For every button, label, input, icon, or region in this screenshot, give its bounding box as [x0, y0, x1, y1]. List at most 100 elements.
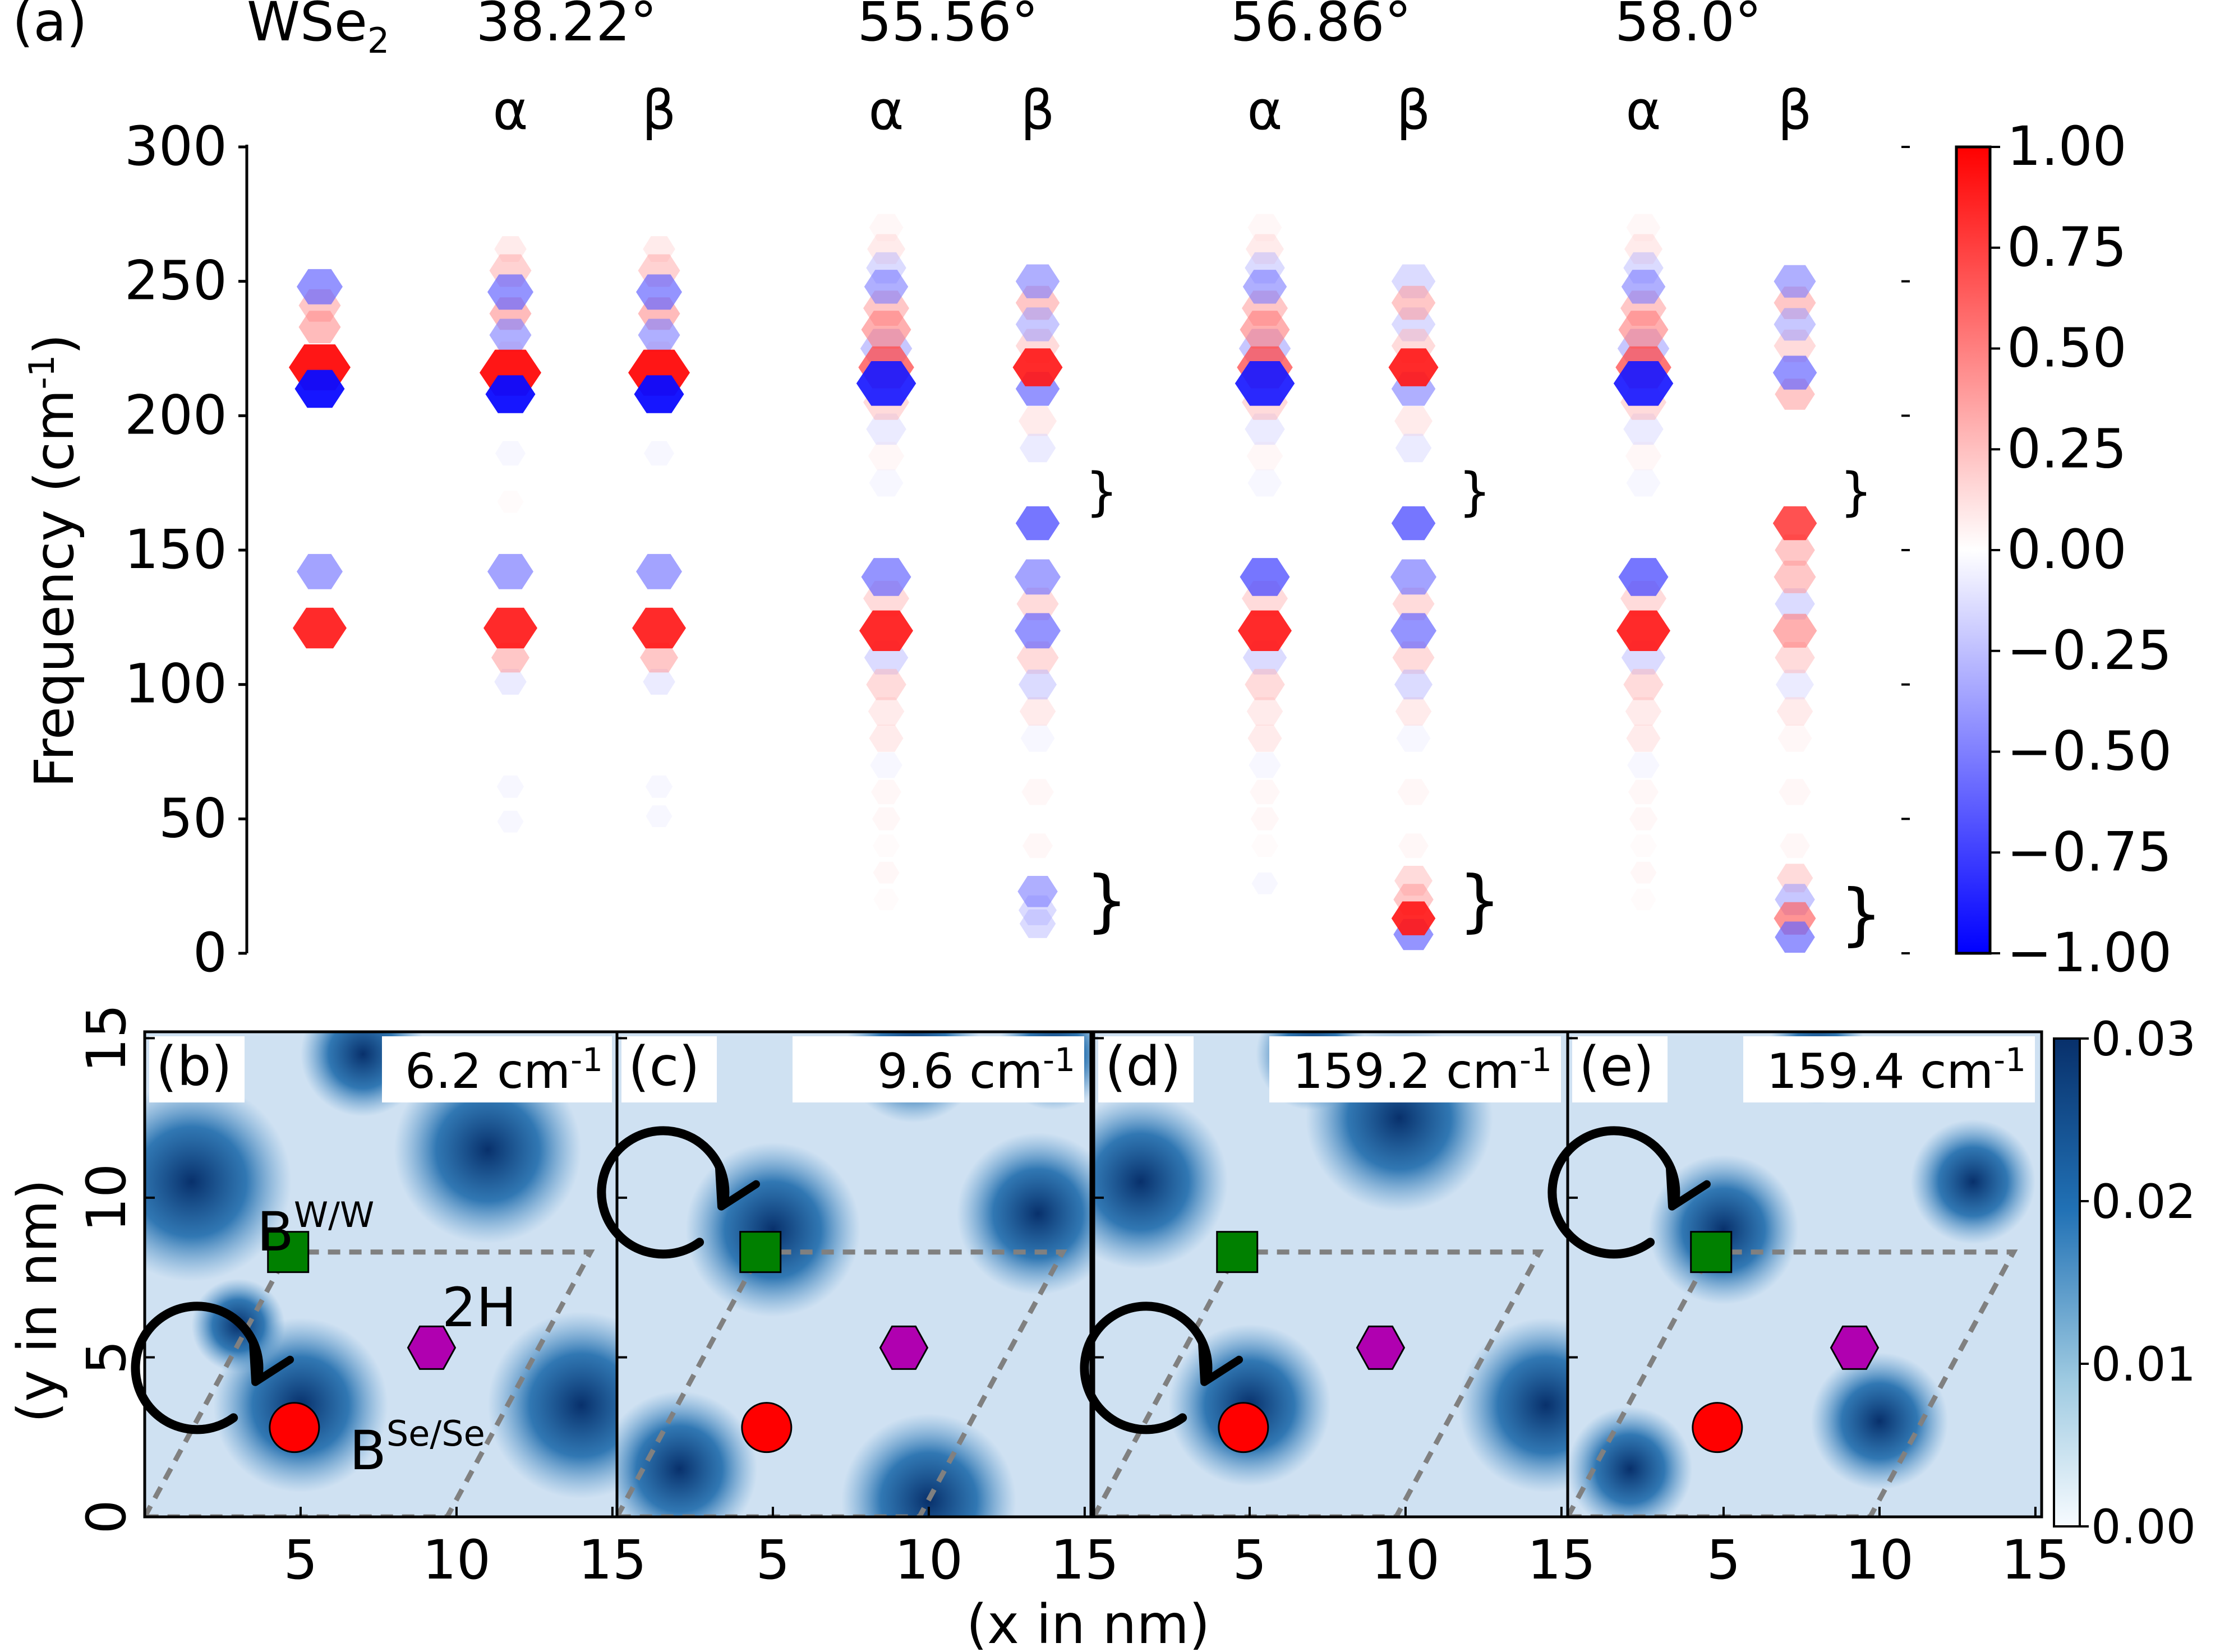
- scatter-marker: [1016, 587, 1059, 620]
- column-subheader-4: β: [1020, 79, 1054, 142]
- brace-mark: }: [1840, 875, 1882, 953]
- scatter-marker: [640, 643, 678, 673]
- scatter-marker: [873, 861, 900, 884]
- scatter-marker: [1776, 697, 1813, 726]
- scatter-marker: [861, 311, 911, 349]
- y-tick-label: 0: [75, 1499, 138, 1534]
- rotation-arrow: [131, 1302, 264, 1434]
- brace-mark: }: [1458, 862, 1501, 940]
- scatter-marker: [1774, 265, 1816, 298]
- density-blob: [394, 1056, 582, 1244]
- scatter-marker: [297, 269, 343, 304]
- x-tick-label: 15: [1051, 1529, 1119, 1591]
- colorbar-heatmap: [2053, 1037, 2081, 1528]
- bww-square-marker: [1216, 1231, 1259, 1273]
- density-blob: [1811, 1352, 1949, 1490]
- colorbar-a-tick-label: 0.00: [2007, 518, 2127, 581]
- colorbar-a-tick-label: 1.00: [2007, 115, 2127, 178]
- colorbar-a-tick-label: −1.00: [2007, 921, 2172, 984]
- x-tick-label: 15: [1527, 1529, 1596, 1591]
- panel-a: (a) WSe2 38.22° 55.56° 56.86° 58.0° α β α β…: [12, 0, 2172, 984]
- frequency-box: [1743, 1036, 2035, 1102]
- brace-mark: }: [1085, 462, 1118, 522]
- scatter-marker: [1618, 311, 1669, 349]
- x-tick-label: 10: [895, 1529, 963, 1591]
- scatter-marker: [1021, 779, 1054, 805]
- scatter-marker: [1251, 834, 1279, 857]
- scatter-marker: [643, 668, 675, 695]
- scatter-marker: [294, 370, 345, 408]
- scatter-marker: [1775, 921, 1815, 953]
- header-angle-3: 56.86°: [1231, 0, 1412, 53]
- scatter-marker: [1247, 214, 1282, 241]
- scatter-marker: [1019, 433, 1056, 463]
- scatter-marker: [1015, 264, 1060, 298]
- y-tick-label: 5: [75, 1340, 138, 1374]
- scatter-marker: [1016, 641, 1059, 674]
- y-axis-label: Frequency (cm-1): [21, 334, 86, 787]
- heatmap-panel-2: (d) 159.2 cm-1 5 10 15: [1080, 1030, 1596, 1591]
- y-tick-label: 0: [193, 921, 227, 984]
- frequency-box: [382, 1036, 612, 1102]
- scatter-marker: [866, 668, 906, 700]
- scatter-marker: [1392, 587, 1435, 620]
- scatter-marker: [1779, 779, 1811, 805]
- scatter-marker: [495, 441, 526, 466]
- x-tick-label: 10: [1845, 1529, 1914, 1591]
- scatter-marker: [867, 234, 905, 264]
- 2h-hexagon-marker: [1830, 1325, 1880, 1370]
- rotation-arrowhead: [1666, 1164, 1711, 1211]
- scatter-marker: [1625, 697, 1662, 726]
- panel-tag-box: [1098, 1036, 1194, 1102]
- bww-label: BW/W: [257, 1194, 374, 1263]
- scatter-marker: [1621, 270, 1666, 304]
- scatter-marker: [856, 361, 916, 406]
- panel-tag-box: [1572, 1036, 1668, 1102]
- colorbar-a-tick-label: −0.50: [2007, 720, 2172, 783]
- scatter-marker: [1019, 909, 1056, 938]
- scatter-marker: [1246, 234, 1284, 264]
- scatter-marker: [638, 319, 680, 352]
- scatter-marker: [1626, 725, 1661, 752]
- scatter-marker: [1015, 559, 1061, 595]
- scatter-marker: [869, 469, 904, 497]
- scatter-marker: [1631, 889, 1656, 911]
- scatter-marker: [873, 889, 899, 911]
- density-blob: [617, 1391, 758, 1517]
- 2h-hexagon-marker: [1356, 1325, 1406, 1370]
- panel-tag: (e): [1579, 1035, 1654, 1098]
- x-tick-label: 5: [756, 1529, 790, 1591]
- scatter-marker: [634, 375, 684, 413]
- scatter-marker: [1618, 558, 1669, 596]
- 2h-label: 2H: [442, 1276, 517, 1339]
- scatter-marker: [491, 643, 529, 673]
- scatter-marker: [1245, 413, 1285, 445]
- scatter-marker: [1623, 668, 1664, 700]
- x-tick-label: 5: [1232, 1529, 1266, 1591]
- y-tick-label: 150: [125, 518, 227, 581]
- scatter-marker: [1395, 697, 1432, 726]
- scatter-marker: [646, 805, 673, 827]
- rotation-arrowhead: [249, 1340, 294, 1386]
- density-blob: [685, 1142, 860, 1317]
- right-axis-ticks: [1901, 146, 1910, 954]
- unit-cell-outline: [145, 1249, 595, 1517]
- brace-annotations: }}}}}}: [1085, 462, 1882, 954]
- scatter-marker: [1775, 642, 1815, 673]
- scatter-marker: [1775, 534, 1815, 566]
- density-blob: [1648, 1155, 1799, 1305]
- 2h-hexagon-marker: [407, 1325, 457, 1370]
- scatter-marker: [1626, 469, 1661, 497]
- colorbar-a-tick-label: −0.75: [2007, 820, 2172, 883]
- scatter-marker: [1019, 670, 1057, 700]
- x-tick-label: 15: [578, 1529, 647, 1591]
- scatter-marker: [1392, 641, 1435, 674]
- scatter-marker: [1776, 670, 1814, 700]
- colorbar-heatmap-tick-label: 0.01: [2091, 1337, 2196, 1392]
- scatter-marker: [872, 807, 901, 830]
- scatter-marker: [1627, 752, 1660, 778]
- heatmap-panels: (b) 6.2 cm-1 BW/W 2H BSe/Se 5 10 15 0 5 10 15 (c) 9.6…: [75, 1004, 2070, 1591]
- scatter-marker: [636, 553, 682, 589]
- scatter-marker: [1251, 873, 1278, 894]
